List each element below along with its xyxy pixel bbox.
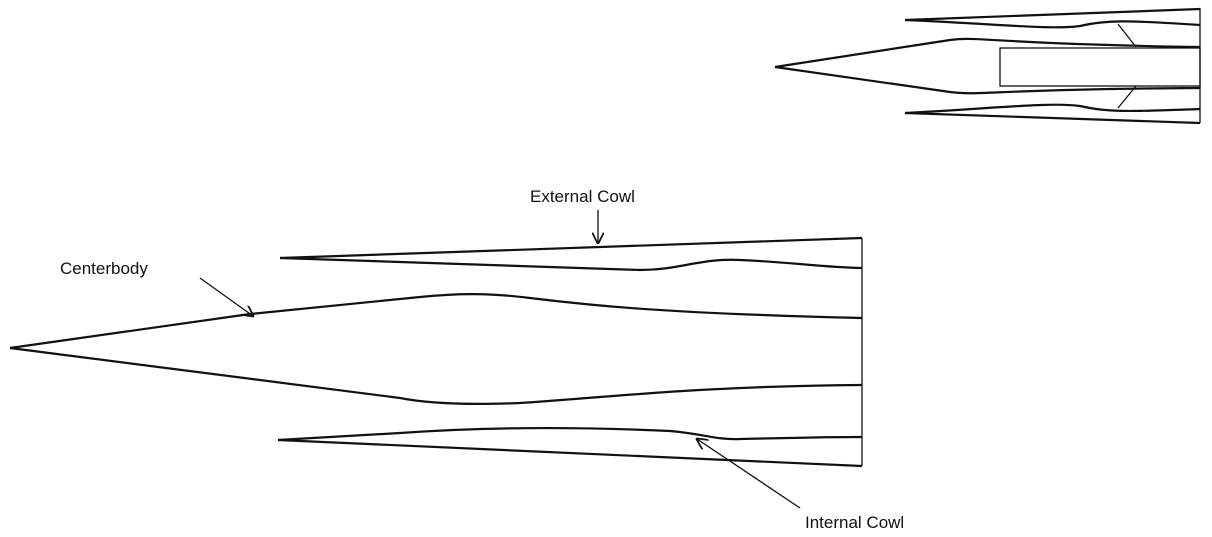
internal-cowl-inner: [277, 427, 863, 442]
label-centerbody: Centerbody: [60, 259, 148, 278]
inset-bottom-inner: [904, 103, 1201, 115]
internal-cowl-arrow: [697, 439, 801, 509]
centerbody-arrow: [199, 277, 253, 316]
centerbody-lower: [9, 346, 863, 406]
inset-core: [999, 47, 1201, 87]
label-internal-cowl: Internal Cowl: [805, 513, 904, 532]
main-inlet: [9, 236, 863, 468]
label-external-cowl: External Cowl: [530, 187, 635, 206]
centerbody-upper: [9, 293, 863, 350]
external-cowl-outer: [279, 236, 863, 260]
inset-top-outer: [904, 7, 1201, 22]
inset-bottom-outer: [904, 111, 1201, 125]
internal-cowl-outer: [277, 438, 863, 468]
inset-struts: [1117, 23, 1137, 109]
inset-centerbody-lower: [774, 65, 1201, 95]
inset-inlet: [774, 7, 1201, 125]
inset-centerbody-upper: [774, 37, 1201, 69]
inset-top-inner: [904, 18, 1201, 29]
external-cowl-inner: [279, 256, 863, 272]
